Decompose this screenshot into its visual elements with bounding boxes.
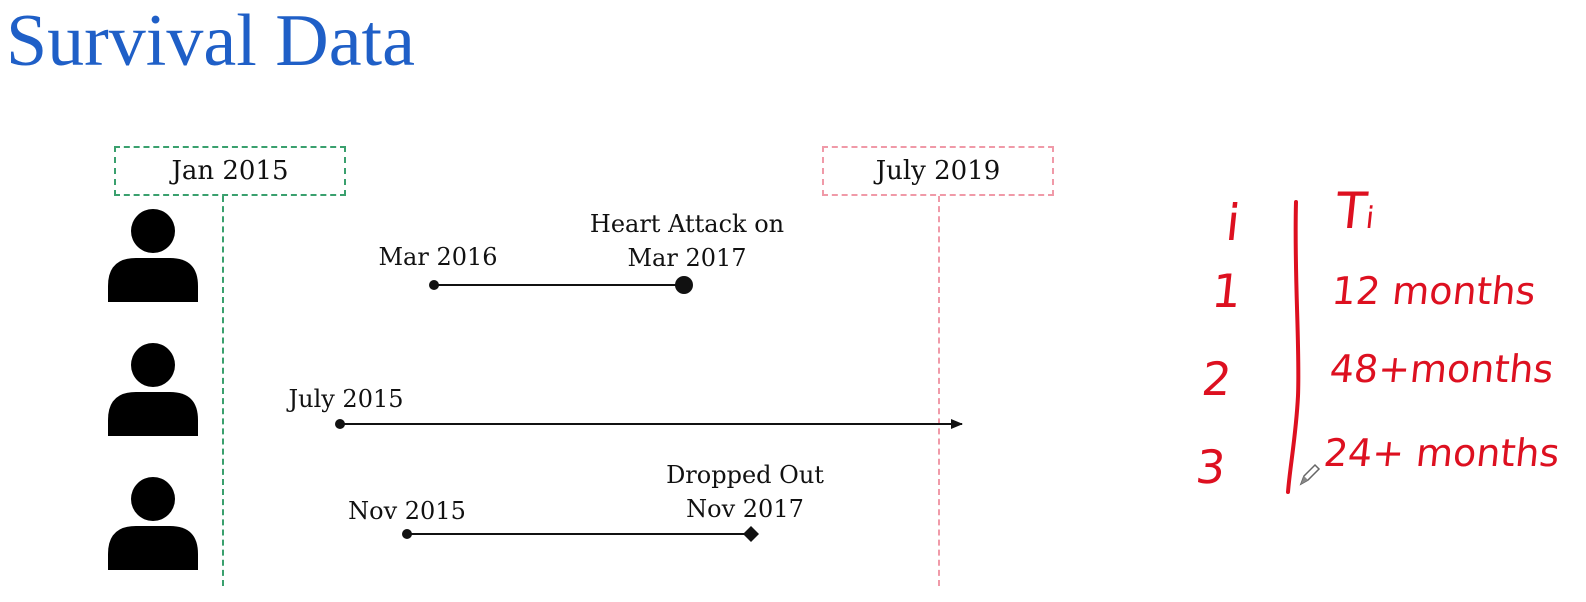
start-dot (402, 529, 412, 539)
person-icon (108, 477, 198, 570)
event-circle (675, 276, 693, 294)
row-1-index: 1 (1209, 264, 1245, 318)
subject-3-event-label: Dropped Out (666, 461, 824, 489)
slide-title: Survival Data (6, 0, 415, 82)
row-3-time: 24+ months (1321, 431, 1562, 475)
person-icon (108, 209, 198, 302)
row-1-time: 12 months (1329, 269, 1538, 313)
row-2-index: 2 (1199, 352, 1235, 406)
table-divider (1286, 200, 1301, 494)
row-2-time: 48+months (1327, 347, 1556, 391)
subject-1-event-date: Mar 2017 (627, 244, 747, 272)
study-end-line (938, 196, 940, 586)
pen-cursor-icon (1299, 463, 1321, 486)
censor-diamond (743, 526, 759, 542)
table-header-time: Ti (1332, 182, 1376, 240)
study-start-line (222, 196, 224, 586)
subject-3-start-label: Nov 2015 (348, 497, 466, 525)
row-3-index: 3 (1193, 440, 1229, 494)
start-dot (335, 419, 345, 429)
subject-3-event-date: Nov 2017 (686, 495, 804, 523)
study-start-label: Jan 2015 (114, 146, 346, 196)
person-icon (108, 343, 198, 436)
subject-1-event-label: Heart Attack on (589, 210, 785, 238)
subject-1-start-label: Mar 2016 (378, 243, 498, 271)
study-end-label: July 2019 (822, 146, 1054, 196)
start-dot (429, 280, 439, 290)
subject-2-start-label: July 2015 (288, 385, 404, 413)
